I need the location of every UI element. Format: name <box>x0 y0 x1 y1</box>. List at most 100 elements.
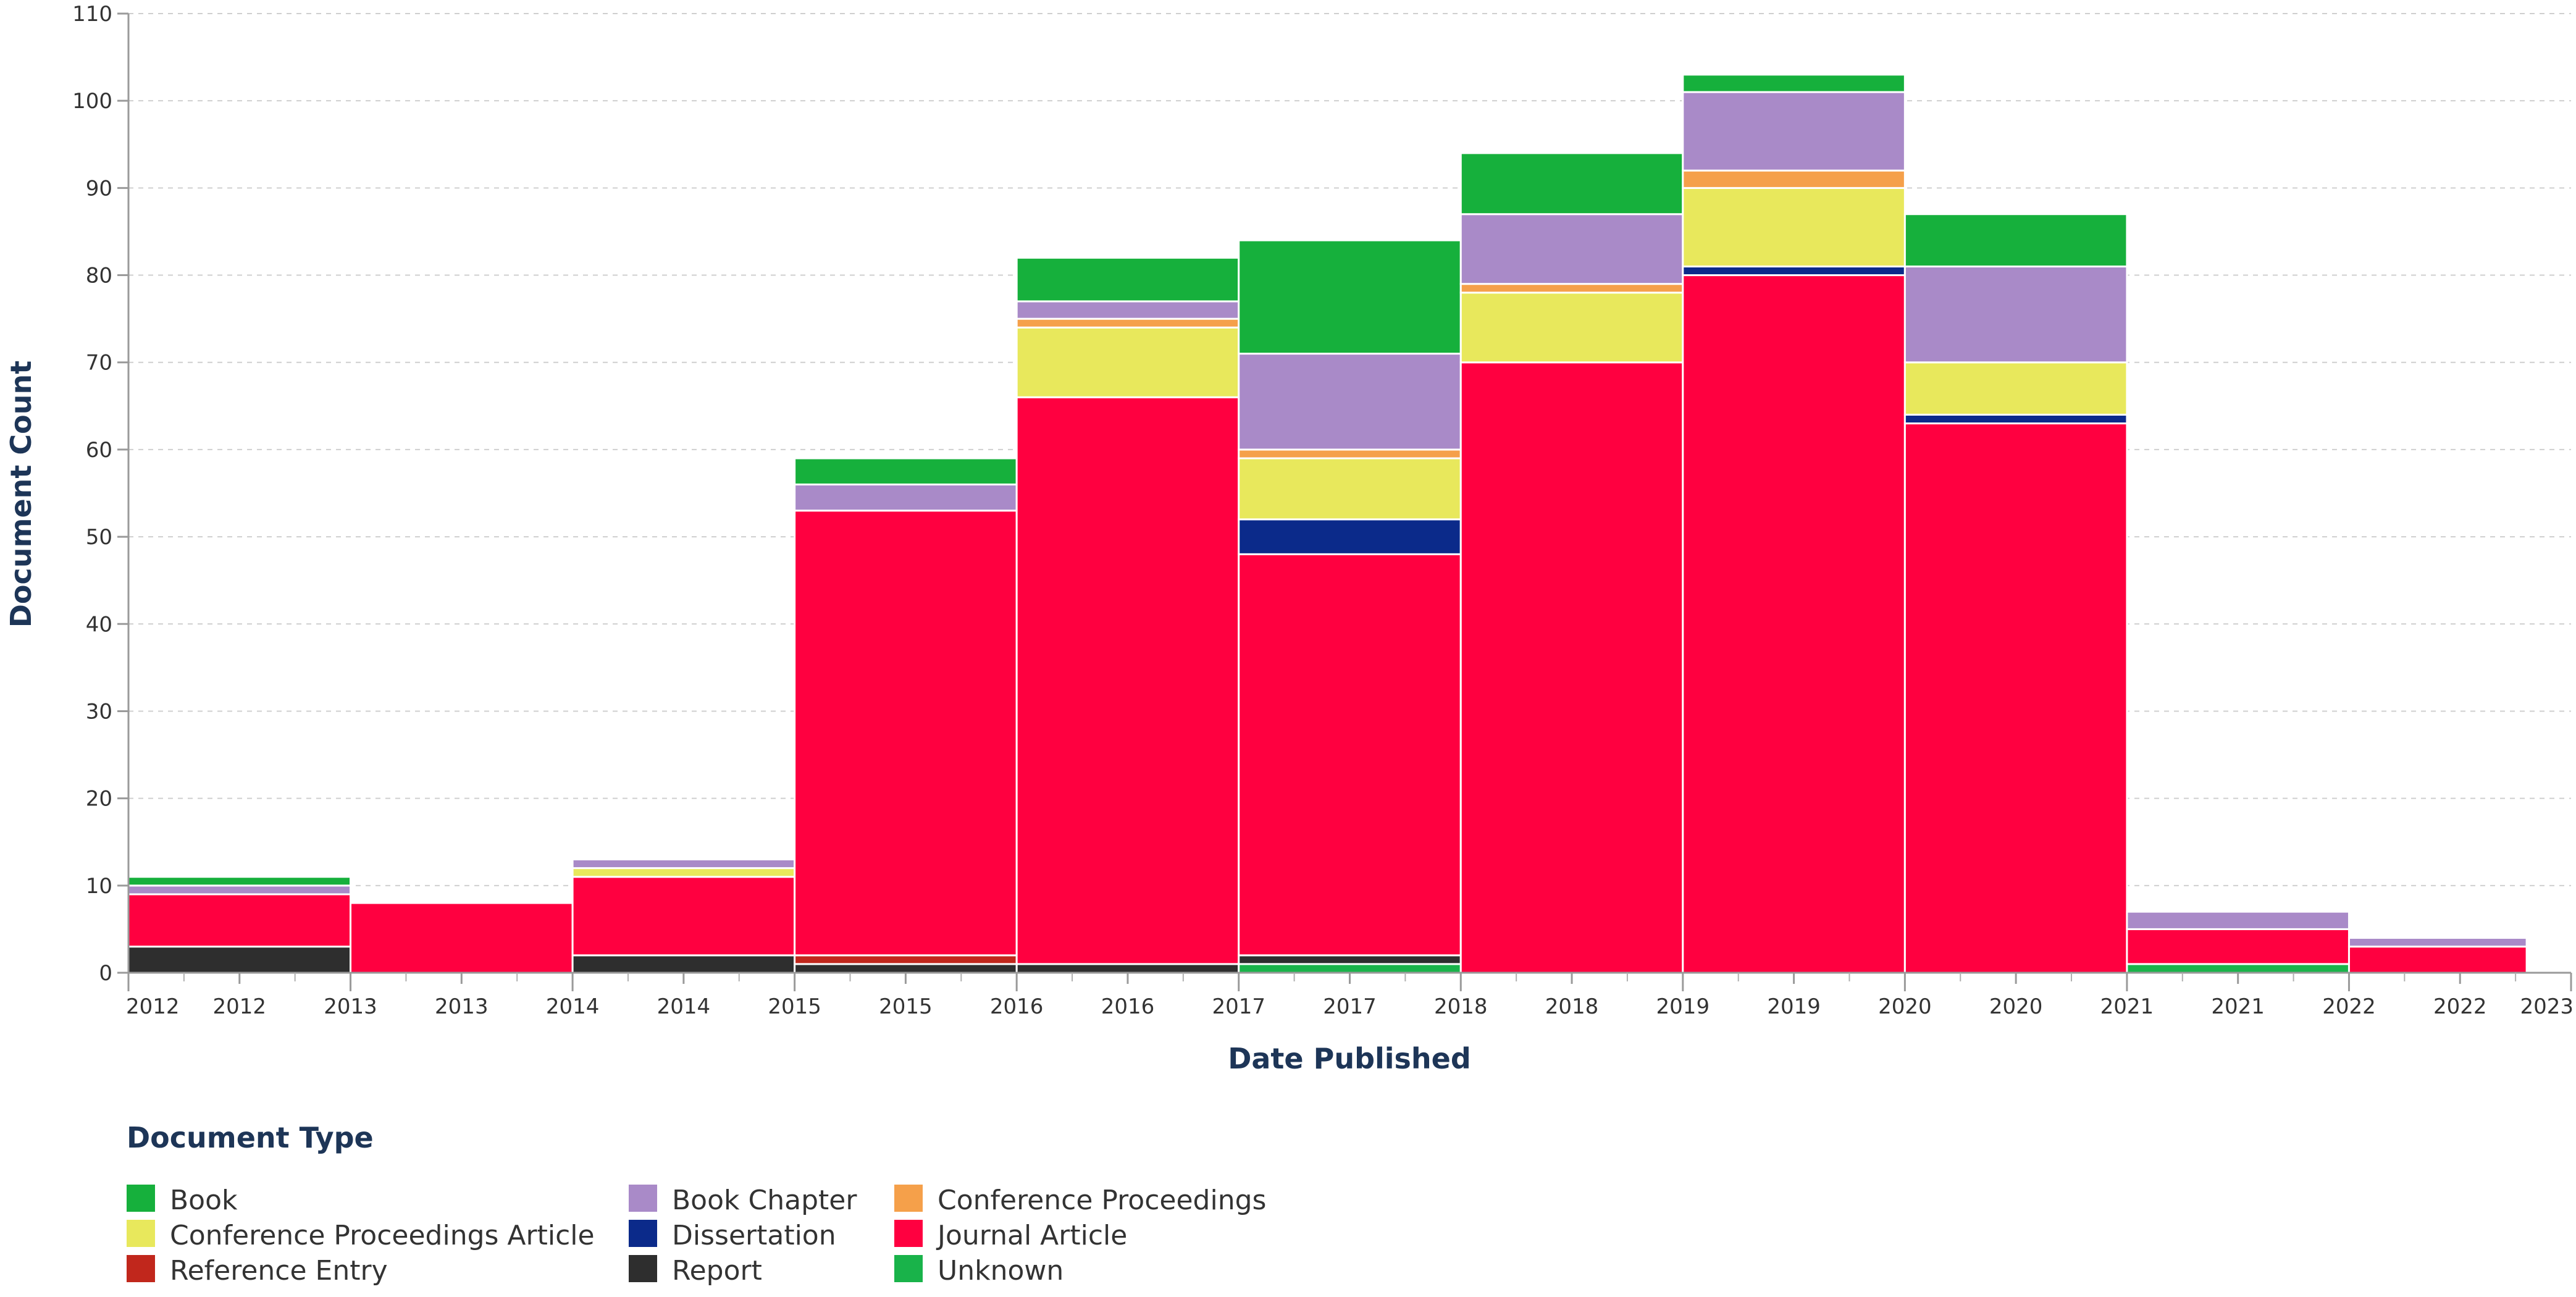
bar-segment-conference-proceedings <box>1459 283 1684 294</box>
legend-swatch-conference-proceedings <box>894 1185 923 1212</box>
legend-swatch-reference-entry <box>127 1255 155 1282</box>
x-tick-label: 2018 <box>1434 994 1488 1019</box>
y-tick-label: 10 <box>86 874 112 899</box>
x-tick-label: 2012 <box>213 994 267 1019</box>
legend-swatch-book-chapter <box>629 1185 657 1212</box>
x-tick-label: 2020 <box>1878 994 1932 1019</box>
bar-segment-journal-article <box>571 876 796 957</box>
legend-swatch-conference-proceedings-article <box>127 1220 155 1247</box>
legend-label-unknown: Unknown <box>938 1255 1064 1287</box>
bar-segment-journal-article <box>127 893 352 948</box>
y-tick-label: 90 <box>86 176 112 201</box>
bar-segment-book-chapter <box>1682 91 1906 172</box>
bar-segment-book-chapter <box>571 858 796 870</box>
bar-segment-unknown <box>1238 963 1462 974</box>
x-tick-label: 2013 <box>435 994 489 1019</box>
bar-segment-conference-proceedings-article <box>1459 292 1684 364</box>
bar-segment-book-chapter <box>2347 937 2528 948</box>
y-tick-label: 20 <box>86 787 112 812</box>
y-tick-label: 110 <box>72 2 112 27</box>
bar-segment-conference-proceedings <box>1238 448 1462 460</box>
bar-segment-conference-proceedings-article <box>1238 457 1462 521</box>
bar-segment-conference-proceedings <box>1682 169 1906 189</box>
x-tick-label: 2016 <box>990 994 1044 1019</box>
bar-segment-journal-article <box>1238 553 1462 957</box>
bar-segment-book <box>1238 239 1462 355</box>
legend-swatch-journal-article <box>894 1220 923 1247</box>
bar-segment-book <box>1903 213 2128 267</box>
legend-swatch-unknown <box>894 1255 923 1282</box>
bar-segment-reference-entry <box>794 954 1018 965</box>
y-tick-label: 30 <box>86 699 112 724</box>
y-tick-label: 0 <box>99 961 112 986</box>
bar-segment-report <box>794 963 1018 974</box>
x-tick-label: 2014 <box>546 994 600 1019</box>
x-tick-label: 2019 <box>1656 994 1710 1019</box>
bar-segment-dissertation <box>1682 265 1906 277</box>
x-tick-label: 2023 <box>2520 994 2574 1019</box>
x-tick-label: 2020 <box>1989 994 2043 1019</box>
bar-segment-report <box>1238 954 1462 965</box>
bar-segment-conference-proceedings-article <box>571 867 796 878</box>
bar-segment-journal-article <box>2347 946 2528 974</box>
bar-segment-book-chapter <box>1015 300 1240 320</box>
bar-segment-book-chapter <box>2126 910 2350 930</box>
bar-segment-conference-proceedings-article <box>1903 361 2128 416</box>
bar-segment-journal-article <box>1459 361 1684 974</box>
legend-swatch-book <box>127 1185 155 1212</box>
bar-segment-book-chapter <box>1903 265 2128 364</box>
x-tick-label: 2012 <box>126 994 180 1019</box>
bar-segment-report <box>571 954 796 974</box>
x-tick-label: 2017 <box>1323 994 1377 1019</box>
y-tick-label: 70 <box>86 351 112 376</box>
x-tick-label: 2022 <box>2322 994 2376 1019</box>
x-axis-title: Date Published <box>1228 1042 1471 1075</box>
legend-swatch-report <box>629 1255 657 1282</box>
x-tick-label: 2021 <box>2100 994 2154 1019</box>
x-tick-label: 2018 <box>1545 994 1599 1019</box>
bar-segment-dissertation <box>1238 518 1462 555</box>
bar-segment-book-chapter <box>1238 353 1462 451</box>
bar-segment-book-chapter <box>794 483 1018 512</box>
bar-segment-book <box>794 457 1018 485</box>
legend-label-reference-entry: Reference Entry <box>170 1255 388 1287</box>
bar-segment-conference-proceedings-article <box>1682 187 1906 267</box>
x-tick-label: 2015 <box>768 994 821 1019</box>
x-tick-label: 2014 <box>657 994 711 1019</box>
grid-lines <box>128 13 2571 886</box>
x-tick-label: 2016 <box>1101 994 1155 1019</box>
x-tick-label: 2017 <box>1212 994 1265 1019</box>
y-tick-label: 50 <box>86 525 112 550</box>
y-axis-title: Document Count <box>4 361 38 628</box>
legend-label-dissertation: Dissertation <box>672 1220 836 1251</box>
legend-label-journal-article: Journal Article <box>936 1220 1127 1251</box>
y-tick-label: 40 <box>86 612 112 637</box>
x-tick-label: 2022 <box>2433 994 2487 1019</box>
bar-segment-conference-proceedings-article <box>1015 326 1240 398</box>
bar-segment-book <box>1015 256 1240 303</box>
y-tick-label: 80 <box>86 264 112 288</box>
x-tick-label: 2013 <box>324 994 377 1019</box>
bar-segment-report <box>127 946 352 974</box>
bar-segment-journal-article <box>1015 396 1240 965</box>
bar-segment-conference-proceedings <box>1015 317 1240 329</box>
bar-segment-report <box>1015 963 1240 974</box>
legend-swatch-dissertation <box>629 1220 657 1247</box>
legend-label-book-chapter: Book Chapter <box>672 1185 857 1216</box>
bar-segment-journal-article <box>1903 422 2128 974</box>
bar-segment-journal-article <box>2126 928 2350 965</box>
x-tick-label: 2021 <box>2211 994 2265 1019</box>
y-tick-label: 100 <box>72 89 112 114</box>
bar-segment-journal-article <box>794 510 1018 957</box>
bar-segment-unknown <box>2126 963 2350 974</box>
legend: Book Book Chapter Conference Proceedings Co… <box>127 1185 1266 1287</box>
bar-segment-journal-article <box>350 902 574 974</box>
x-tick-label: 2019 <box>1767 994 1821 1019</box>
bar-segment-book <box>1682 73 1906 93</box>
y-axis-ticks: 0 10 20 30 40 50 60 70 80 90 100 110 <box>72 2 128 986</box>
legend-label-book: Book <box>170 1185 238 1216</box>
bar-segment-dissertation <box>1903 413 2128 425</box>
bar-segment-book <box>1459 152 1684 216</box>
x-tick-label: 2015 <box>879 994 933 1019</box>
